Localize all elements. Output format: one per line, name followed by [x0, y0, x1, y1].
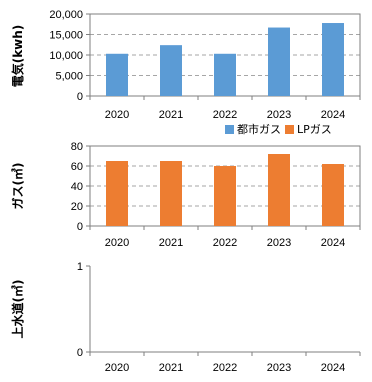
x-tick-label: 2020 [105, 109, 129, 121]
y-axis-label: ガス(㎥) [10, 163, 25, 210]
x-tick-label: 2021 [159, 362, 183, 374]
bar-electricity-2020 [106, 53, 128, 96]
x-tick-label: 2024 [321, 109, 345, 121]
bar-electricity-2023 [268, 27, 290, 97]
y-tick-label: 20,000 [49, 9, 83, 21]
chart-water: 0 1 2020 2021 2022 2023 2024 上水道(㎥) [10, 261, 361, 374]
x-tick-label: 2024 [321, 362, 345, 374]
bar-gas-2023 [268, 154, 290, 226]
bar-electricity-2022 [214, 53, 236, 96]
y-tick-label: 40 [71, 181, 83, 193]
chart-gas: 0 20 40 60 80 2020 2021 2022 2023 2024 ガス(㎥) 都市ガス LP… [10, 122, 361, 249]
y-tick-label: 1 [77, 261, 83, 273]
bar-gas-2022 [214, 166, 236, 226]
y-tick-label: 0 [77, 221, 83, 233]
y-tick-label: 0 [77, 347, 83, 359]
y-tick-label: 15,000 [49, 30, 83, 42]
x-tick-label: 2022 [213, 237, 237, 249]
chart-electricity: 0 5,000 10,000 15,000 20,000 2020 2021 2022 2023… [10, 9, 361, 121]
bar-electricity-2021 [160, 45, 182, 96]
x-tick-label: 2021 [159, 109, 183, 121]
bar-gas-2024 [322, 164, 344, 226]
y-tick-label: 80 [71, 141, 83, 153]
legend-swatch [285, 125, 294, 134]
x-tick-label: 2022 [213, 109, 237, 121]
x-tick-label: 2023 [267, 237, 291, 249]
y-tick-label: 60 [71, 161, 83, 173]
y-tick-label: 5,000 [55, 71, 83, 83]
bar-gas-2020 [106, 161, 128, 226]
y-tick-label: 0 [77, 91, 83, 103]
y-tick-label: 20 [71, 201, 83, 213]
x-tick-label: 2020 [105, 237, 129, 249]
y-tick-label: 10,000 [49, 50, 83, 62]
bar-electricity-2024 [322, 23, 344, 96]
legend-swatch [225, 125, 234, 134]
y-axis-label: 電気(kwh) [10, 25, 25, 88]
y-axis-label: 上水道(㎥) [10, 280, 25, 339]
x-tick-label: 2023 [267, 362, 291, 374]
x-tick-label: 2024 [321, 237, 345, 249]
bar-gas-2021 [160, 161, 182, 226]
x-tick-label: 2020 [105, 362, 129, 374]
x-tick-label: 2021 [159, 237, 183, 249]
legend-label: 都市ガス [237, 122, 281, 136]
legend-label: LPガス [297, 123, 332, 136]
x-tick-label: 2023 [267, 109, 291, 121]
x-tick-label: 2022 [213, 362, 237, 374]
